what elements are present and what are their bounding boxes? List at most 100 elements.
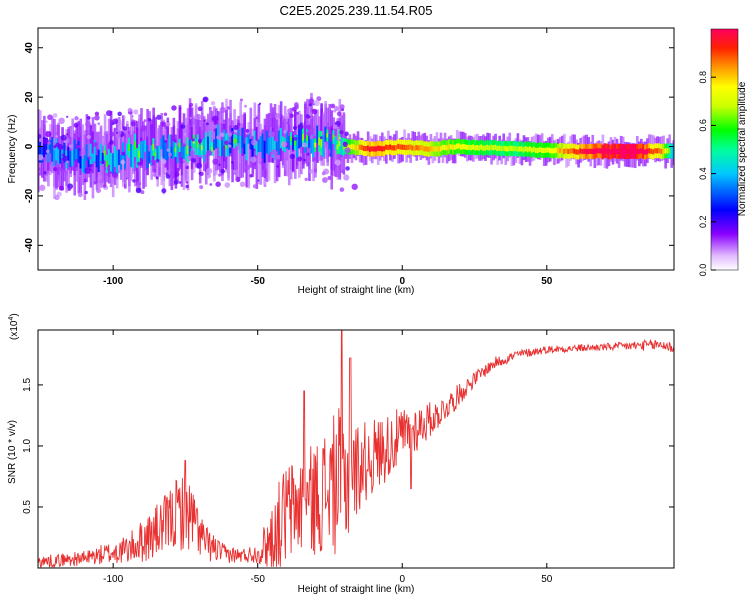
spectrogram-halo-cell — [296, 112, 299, 152]
spectrogram-cell — [251, 139, 255, 163]
spectrogram-cell-core — [415, 144, 419, 151]
spectrogram-halo-cell — [178, 106, 182, 170]
spectrogram-cell — [300, 122, 303, 147]
spectrogram-speckle — [143, 119, 147, 123]
spectrogram-speckle — [39, 184, 46, 191]
spectrogram-cell — [45, 138, 48, 155]
spectrogram-speckle — [161, 188, 167, 194]
spectrogram-cell — [239, 136, 242, 154]
spectrogram-speckle — [286, 122, 289, 125]
spectrogram-halo-cell — [38, 133, 40, 193]
spectrogram-cell-core — [575, 149, 578, 155]
spectrogram-speckle — [135, 187, 142, 194]
snr-y-tick-label: 0.5 — [22, 500, 33, 514]
spectrogram-cell — [285, 130, 289, 149]
spectrogram-halo-cell — [128, 134, 131, 193]
spectrogram-speckle — [232, 169, 237, 174]
spectrogram-speckle — [97, 131, 101, 135]
spectrogram-speckle — [331, 128, 334, 131]
spectrogram-speckle — [38, 133, 42, 139]
spectrogram-cell — [124, 154, 127, 169]
spectrogram-cell — [132, 144, 135, 169]
spectrogram-cell-core — [587, 148, 591, 155]
spectrogram-speckle — [228, 144, 232, 148]
spectrogram-cell-core — [427, 146, 431, 153]
spectrogram-cell — [83, 155, 87, 174]
spectrogram-cell-core — [411, 145, 414, 151]
spectrogram-speckle — [212, 158, 219, 165]
spectrogram-speckle — [273, 154, 279, 160]
spectrogram-cell — [267, 137, 271, 155]
spectrogram-halo-cell — [213, 108, 216, 148]
spectrogram-speckle — [215, 181, 221, 187]
spectrogram-cell-core — [174, 147, 178, 153]
colorbar-gradient — [710, 28, 739, 271]
spectrogram-speckle — [86, 115, 91, 120]
spectrogram-speckle — [246, 132, 250, 135]
spectrogram-speckle — [180, 124, 186, 129]
spectrogram-halo-cell — [217, 134, 220, 170]
spectrogram-cell-core — [306, 134, 309, 141]
spectrogram-speckle — [77, 122, 81, 126]
spectrogram-cell — [243, 143, 247, 155]
spectrogram-halo-cell — [304, 101, 307, 164]
spectrogram-halo-cell — [190, 107, 194, 169]
spectrogram-cell-core — [650, 148, 653, 154]
spectrogram-cell-core — [516, 146, 520, 152]
spectrogram-cell-core — [447, 144, 451, 150]
spectrogram-cell — [182, 146, 186, 159]
spectrogram-cell-core — [423, 146, 427, 152]
spectrogram-cell — [209, 130, 212, 155]
spectrogram-halo-cell — [243, 114, 247, 152]
spectrogram-speckle — [213, 120, 218, 125]
spectrogram-halo-cell — [209, 109, 212, 149]
spectrogram-cell — [85, 144, 89, 161]
spectrogram-cell — [97, 149, 101, 173]
spectrogram-cell-core — [581, 148, 584, 155]
spectrogram-cell — [130, 143, 133, 168]
spectrogram-halo-cell — [136, 127, 139, 148]
spectrogram-speckle — [95, 188, 101, 194]
spectrogram-cell — [202, 138, 206, 162]
spectrogram-speckle — [61, 153, 66, 157]
spectrogram-y-axis-label: Frequency (Hz) — [7, 115, 18, 184]
spectrogram-speckle — [58, 185, 64, 191]
spectrogram-cell — [229, 142, 232, 154]
spectrogram-halo-cell — [83, 130, 87, 178]
spectrogram-speckle — [205, 122, 209, 126]
spectrogram-cell-core — [387, 145, 390, 151]
colorbar-tick-label: 0.4 — [698, 167, 708, 180]
spectrogram-halo-cell — [160, 112, 164, 157]
spectrogram-y-tick-label: 20 — [24, 91, 35, 103]
spectrogram-halo-cell — [219, 114, 222, 151]
spectrogram-speckle — [287, 108, 292, 114]
spectrogram-speckle — [302, 142, 308, 148]
spectrogram-cell — [160, 138, 164, 150]
spectrogram-cell-core — [470, 145, 473, 151]
spectrogram-cell-core — [538, 146, 542, 152]
spectrogram-cell-core — [478, 145, 481, 151]
spectrogram-cell-core — [540, 147, 544, 154]
spectrogram-speckle — [231, 160, 234, 164]
spectrogram-cell-core — [480, 144, 483, 150]
spectrogram-cell — [49, 140, 52, 154]
spectrogram-cell — [263, 140, 267, 163]
spectrogram-speckle — [58, 166, 63, 172]
spectrogram-speckle — [129, 177, 133, 181]
spectrogram-speckle — [140, 190, 145, 195]
spectrogram-halo-cell — [172, 117, 176, 156]
spectrogram-cell — [334, 136, 338, 150]
spectrogram-speckle — [213, 128, 217, 132]
spectrogram-halo-cell — [41, 127, 44, 155]
spectrogram-speckle — [308, 103, 312, 107]
spectrogram-cell — [296, 134, 299, 158]
spectrogram-halo-cell — [291, 131, 295, 171]
spectrogram-y-ticks: -40 -20 0 20 40 — [24, 42, 674, 253]
spectrogram-cell — [117, 149, 121, 166]
spectrogram-cell-core — [346, 143, 350, 149]
spectrogram-speckle — [283, 112, 290, 120]
spectrogram-speckle — [283, 130, 287, 134]
spectrogram-halo-cell — [233, 137, 236, 160]
spectrogram-speckle — [297, 123, 304, 130]
spectrogram-cell — [670, 143, 673, 159]
